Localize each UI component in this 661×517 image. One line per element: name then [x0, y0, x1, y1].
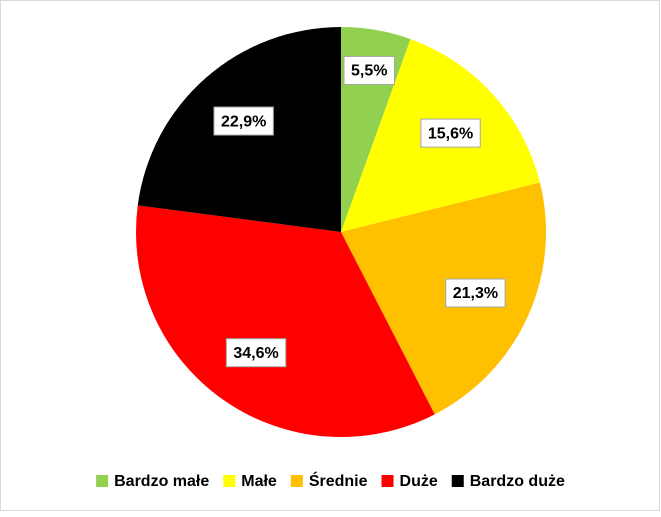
data-label: 21,3%	[445, 278, 506, 308]
legend-swatch	[223, 475, 236, 487]
data-label-box	[420, 118, 481, 148]
data-label-text: 15,6%	[428, 125, 473, 142]
data-label-box	[343, 55, 395, 85]
data-label-box	[225, 338, 287, 368]
data-label: 22,9%	[213, 106, 274, 136]
legend-label: Małe	[241, 473, 277, 490]
data-label-box	[213, 106, 274, 136]
data-label-text: 5,5%	[351, 63, 387, 80]
pie-slice	[136, 205, 435, 437]
data-label: 5,5%	[343, 55, 395, 85]
legend-label: Duże	[400, 473, 438, 490]
legend-swatch	[96, 475, 109, 487]
legend-label: Średnie	[309, 471, 368, 490]
data-label-text: 22,9%	[221, 113, 266, 130]
legend-swatch	[451, 475, 464, 487]
data-label-box	[445, 278, 506, 308]
pie	[136, 27, 546, 437]
pie-slice	[341, 182, 546, 415]
data-label-text: 34,6%	[233, 345, 278, 362]
legend-label: Bardzo duże	[470, 473, 565, 490]
data-label: 34,6%	[225, 338, 287, 368]
legend-swatch	[290, 475, 303, 487]
data-label: 15,6%	[420, 118, 481, 148]
legend-swatch	[381, 475, 394, 487]
data-label-text: 21,3%	[453, 285, 498, 302]
data-labels: 5,5% 15,6% 21,3% 34,6% 22,9%	[213, 55, 506, 368]
legend: Bardzo małe Małe Średnie Duże Bardzo duże	[96, 471, 565, 490]
legend-label: Bardzo małe	[114, 473, 209, 490]
